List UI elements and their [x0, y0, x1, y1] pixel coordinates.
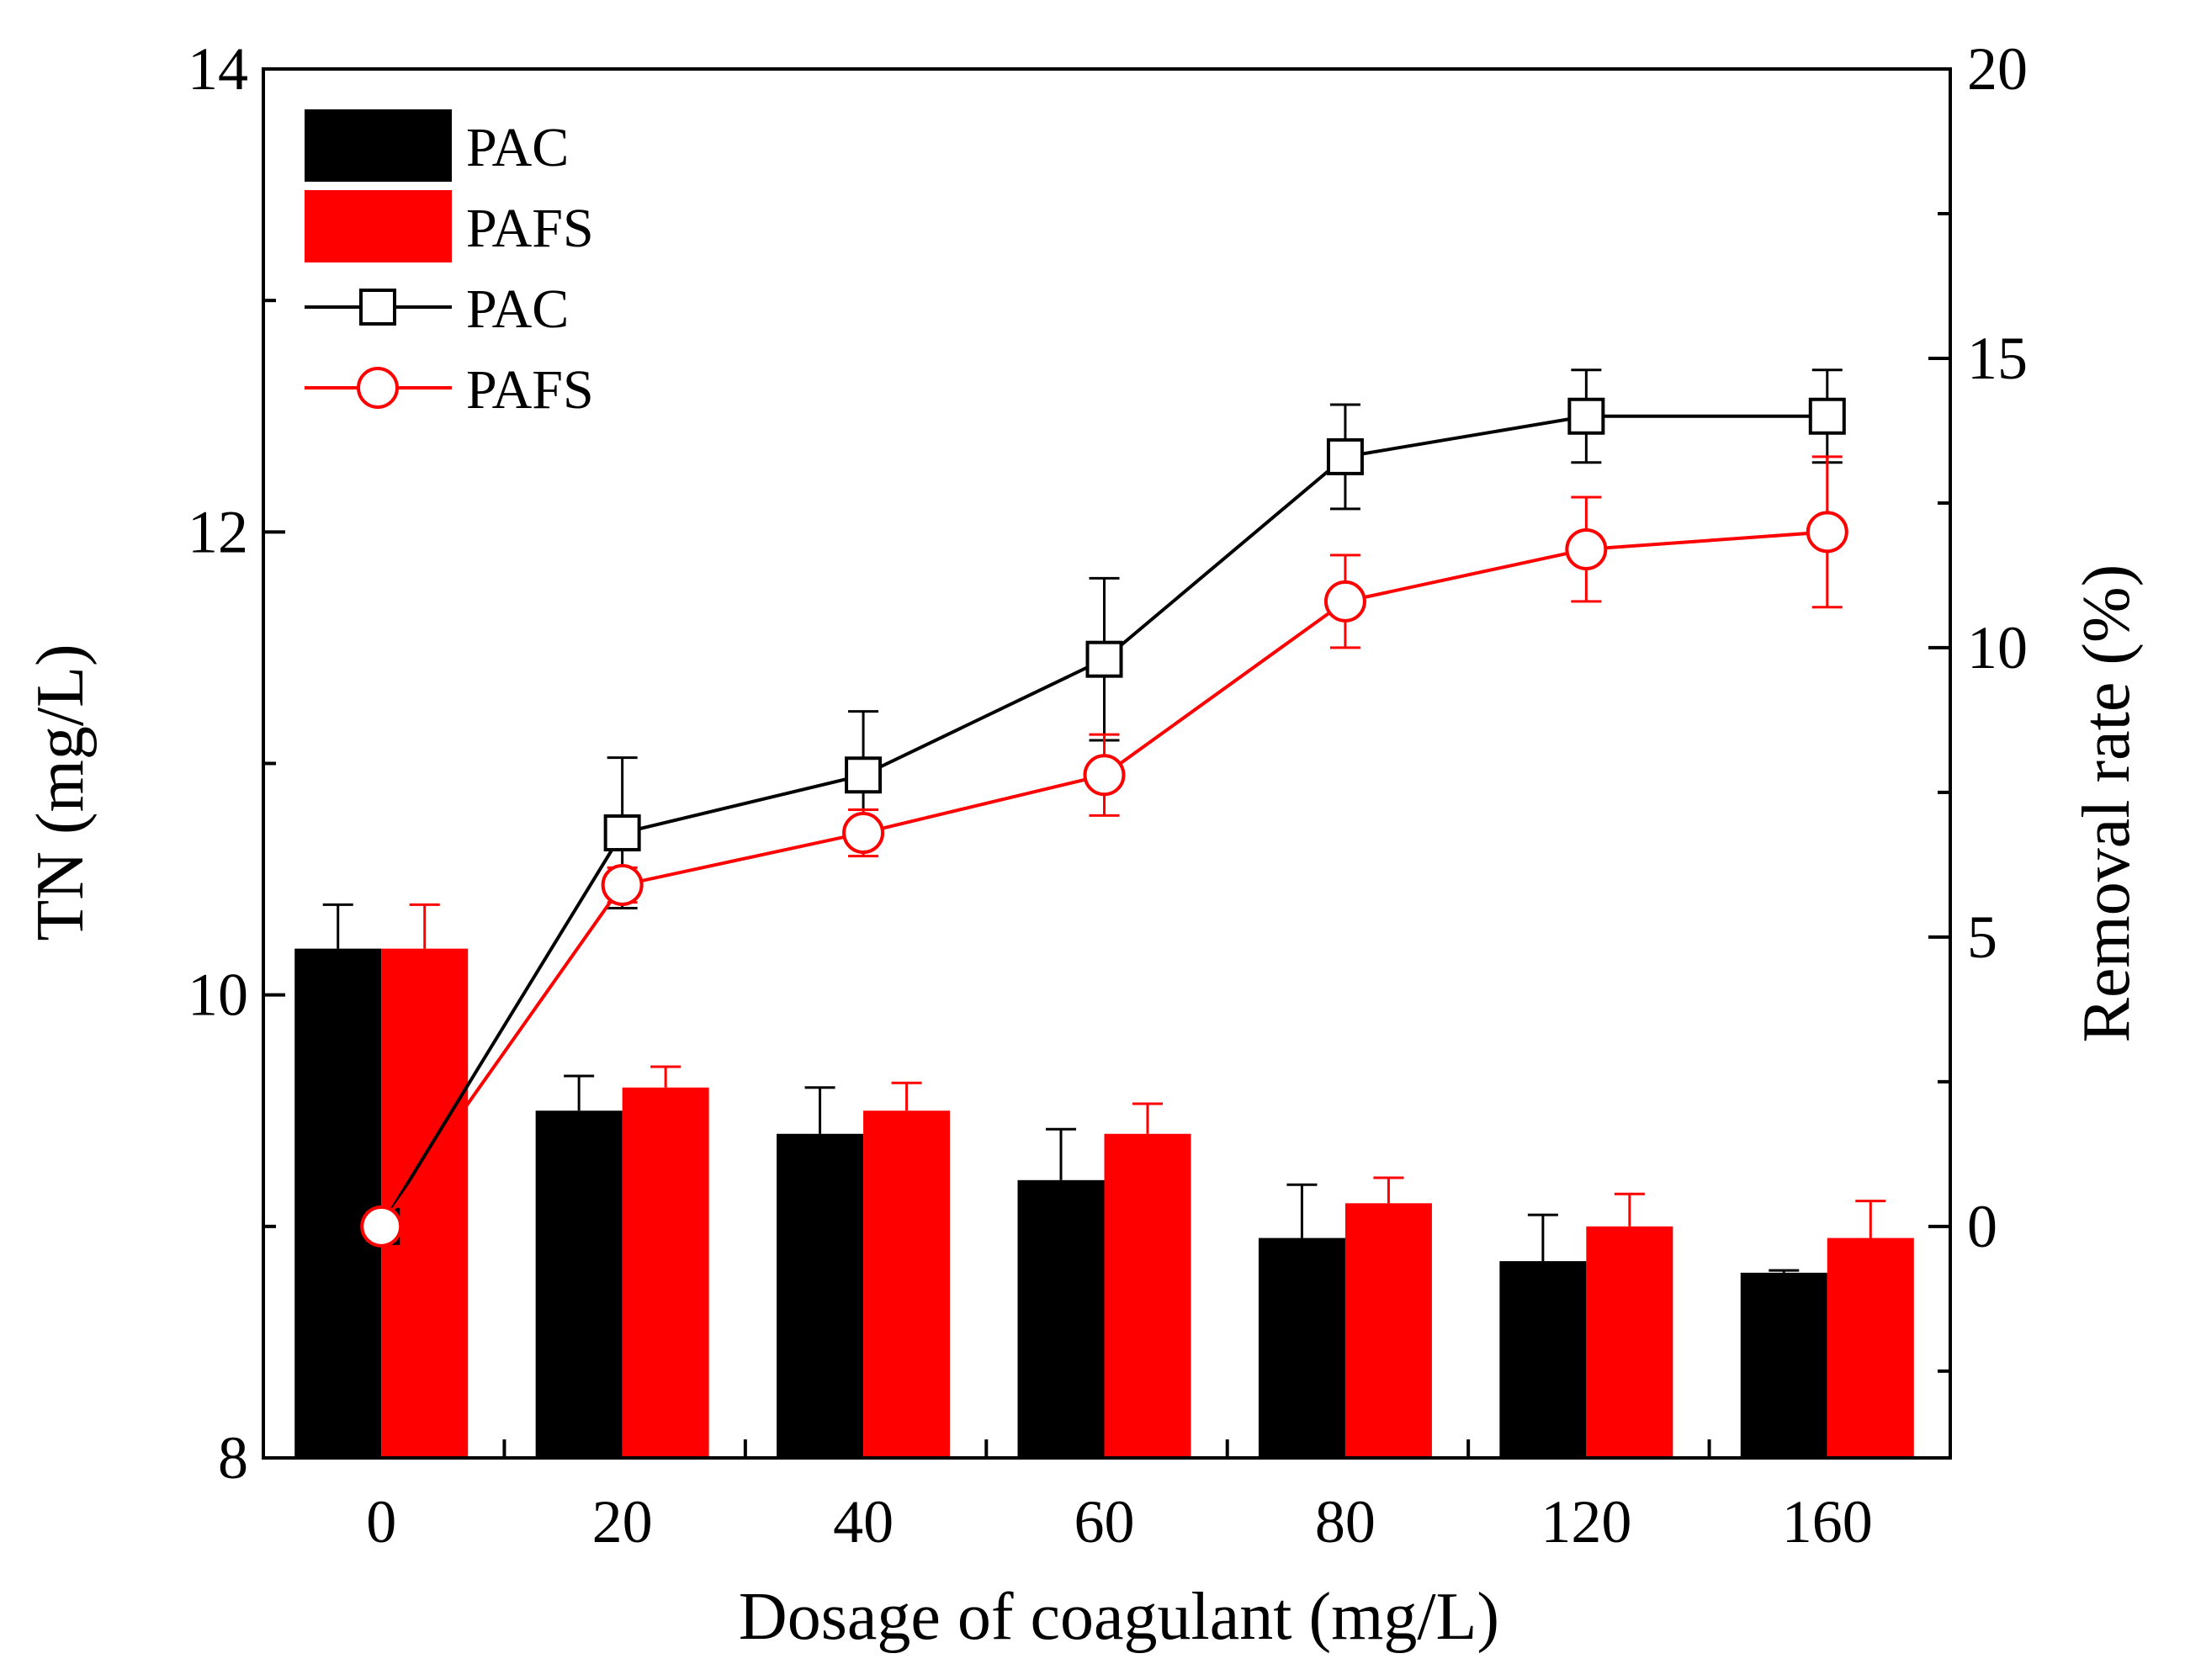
y-tick-label: 10 [188, 962, 248, 1029]
point-pac-40 [845, 756, 883, 794]
bar-pafs-120 [1586, 1226, 1673, 1458]
bar-pafs-160 [1827, 1237, 1914, 1458]
axes-layer: 8 10 12 14 0 5 10 15 20 0 20 40 60 80 120 160 [188, 35, 2028, 1555]
bar-error-pac-60 [1046, 1127, 1076, 1180]
bar-pac-40 [777, 1133, 864, 1458]
bar-error-pafs-160 [1855, 1200, 1886, 1238]
y2-tick-label: 0 [1967, 1193, 1997, 1260]
bar-pafs-60 [1104, 1133, 1191, 1458]
point-pac-160 [1808, 397, 1846, 435]
point-pac-60 [1085, 640, 1123, 678]
bar-pafs-40 [863, 1110, 951, 1458]
x-tick-label: 0 [366, 1488, 396, 1555]
legend-label-line-pac: PAC [466, 278, 569, 340]
bar-pac-0 [294, 948, 382, 1458]
x-tick-label: 120 [1541, 1488, 1631, 1555]
bar-error-pac-20 [564, 1074, 595, 1111]
y2-tick-label: 5 [1967, 904, 1997, 971]
bar-error-pac-0 [322, 903, 353, 949]
y2-tick-label: 15 [1967, 325, 2028, 392]
bar-error-pac-120 [1527, 1213, 1558, 1262]
y-axis-title: TN (mg/L) [24, 644, 98, 941]
x-tick-label: 20 [592, 1488, 653, 1555]
bar-error-pac-160 [1769, 1269, 1800, 1273]
bar-pafs-80 [1344, 1203, 1432, 1458]
bar-error-pafs-120 [1614, 1192, 1645, 1227]
bar-pafs-20 [622, 1087, 709, 1458]
legend-label-bar-pac: PAC [466, 117, 569, 178]
y2-tick-label: 10 [1967, 614, 2028, 681]
bar-error-pafs-20 [650, 1065, 681, 1088]
point-pafs-60 [1083, 754, 1126, 797]
bar-error-pafs-0 [409, 903, 440, 949]
bar-error-pafs-80 [1373, 1176, 1404, 1204]
point-pafs-160 [1806, 511, 1848, 554]
bar-error-pafs-60 [1132, 1102, 1163, 1134]
x-axis-title: Dosage of coagulant (mg/L) [739, 1580, 1499, 1654]
point-pac-120 [1567, 397, 1605, 435]
x-tick-label: 40 [833, 1488, 894, 1555]
bar-pac-120 [1499, 1261, 1587, 1458]
legend-label-line-pafs: PAFS [466, 359, 594, 421]
legend-swatch-line-pafs [305, 367, 452, 409]
bars-layer [294, 903, 1914, 1458]
legend-swatch-line-pac [305, 289, 452, 326]
x-tick-label: 80 [1315, 1488, 1376, 1555]
legend-label-bar-pafs: PAFS [466, 198, 594, 259]
y-tick-label: 12 [188, 498, 248, 565]
point-pafs-0 [360, 1205, 403, 1248]
point-pac-80 [1326, 437, 1364, 475]
bar-pac-160 [1740, 1272, 1827, 1458]
legend: PAC PAFS PAC PAFS [305, 109, 594, 421]
point-pafs-20 [601, 863, 644, 906]
point-pac-20 [603, 814, 641, 852]
y-tick-label: 8 [218, 1424, 248, 1492]
lines-layer [360, 368, 1848, 1248]
y2-tick-label: 20 [1967, 35, 2028, 103]
legend-swatch-bar-pafs [305, 190, 452, 262]
bar-pac-20 [535, 1110, 623, 1458]
y2-axis-title: Removal rate (%) [2070, 564, 2144, 1043]
y-tick-label: 14 [188, 35, 248, 103]
legend-swatch-bar-pac [305, 109, 452, 182]
point-pafs-80 [1323, 580, 1366, 623]
x-tick-label: 60 [1074, 1488, 1135, 1555]
bar-pac-60 [1017, 1179, 1105, 1458]
bar-error-pafs-40 [891, 1081, 922, 1111]
line-pac [379, 414, 1827, 1227]
bar-pac-80 [1258, 1237, 1345, 1458]
point-pafs-120 [1565, 527, 1608, 570]
x-tick-label: 160 [1782, 1488, 1873, 1555]
bar-error-pac-80 [1286, 1183, 1318, 1238]
bar-error-pac-40 [804, 1086, 835, 1134]
point-pafs-40 [842, 812, 885, 855]
